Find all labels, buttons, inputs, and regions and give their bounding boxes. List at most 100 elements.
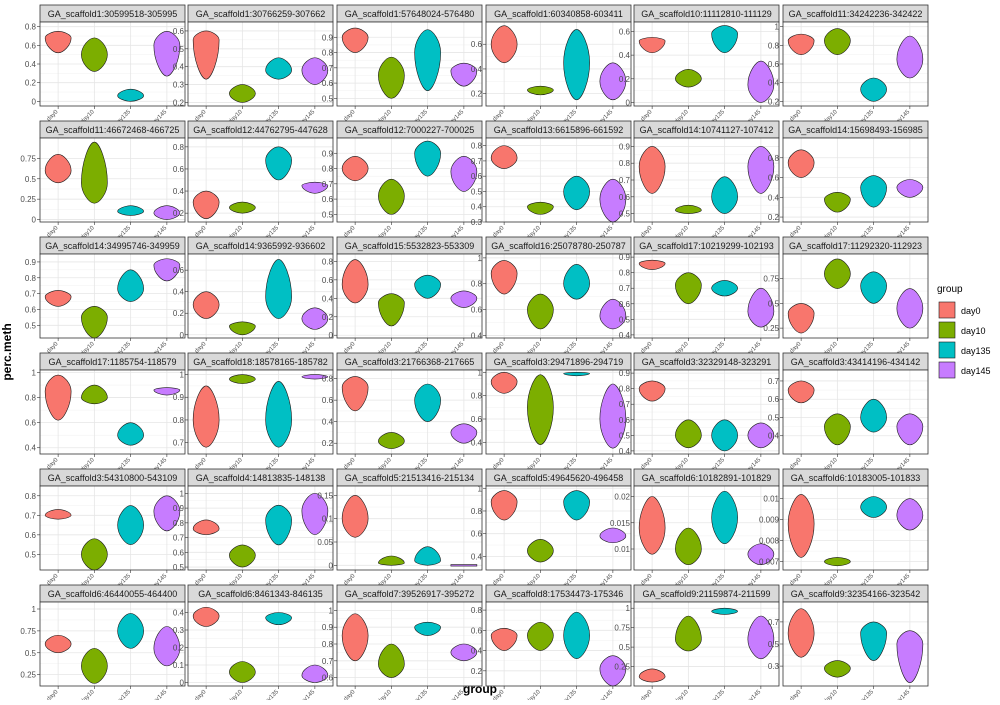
y-tick-label: 0.2	[173, 644, 185, 653]
y-tick-label: 0.3	[768, 662, 780, 671]
x-tick-label: day0	[640, 341, 654, 355]
panel-border	[633, 21, 780, 107]
x-tick-label: day145	[893, 689, 912, 700]
y-tick-label: 0.5	[25, 175, 37, 184]
y-tick-label: 0.6	[471, 172, 483, 181]
y-tick-label: 0.4	[173, 288, 185, 297]
facet-strip-title: GA_scaffold7:39526917-395272	[345, 589, 474, 599]
violin-day135	[860, 621, 887, 661]
legend-label: day0	[961, 306, 981, 316]
facet-strip-title: GA_scaffold12:7000227-700025	[345, 125, 474, 135]
legend-key-day10	[938, 321, 956, 339]
panel-border	[782, 137, 929, 223]
facet-strip-title: GA_scaffold17:1185754-118579	[48, 357, 176, 367]
violin-day145	[450, 156, 478, 192]
y-tick-label: 0.7	[322, 180, 334, 189]
x-tick-label: day0	[46, 225, 60, 239]
violin-day0	[44, 290, 72, 307]
violin-day145	[153, 387, 181, 396]
y-tick-label: 0.9	[322, 33, 334, 42]
y-tick-label: 0.6	[619, 27, 631, 36]
facet-panel: GA_scaffold6:10183005-101833 0.007 0.008 0.…	[759, 468, 929, 591]
y-axis-title: perc.meth	[0, 323, 14, 380]
y-tick-label: 0.6	[322, 79, 334, 88]
x-tick-label: day0	[343, 341, 357, 355]
violin-day10	[527, 85, 554, 96]
panel-border	[633, 485, 780, 571]
facet-panel: GA_scaffold15:5532823-553309 0 0.2 0.4 0.6 0.…	[322, 236, 483, 359]
violin-day145	[599, 383, 627, 449]
violin-day145	[747, 287, 775, 328]
violin-day135	[117, 88, 144, 102]
facet-strip-title: GA_scaffold14:15698493-156985	[788, 125, 922, 135]
violin-day145	[450, 290, 478, 308]
y-tick-label: 0.5	[768, 640, 780, 649]
y-tick-label: 0.3	[471, 218, 483, 227]
violin-day0	[490, 145, 518, 169]
violin-day10	[675, 69, 702, 88]
panel-border	[187, 137, 334, 223]
x-tick-label: day145	[298, 689, 317, 700]
violin-day10	[378, 293, 405, 327]
legend-key-day0	[938, 301, 956, 319]
y-tick-label: 1	[329, 606, 334, 615]
x-tick-label: day0	[492, 457, 506, 471]
y-tick-label: 0.1	[173, 661, 185, 670]
violin-day135	[860, 496, 887, 518]
y-tick-label: 0.5	[619, 643, 631, 652]
y-tick-label: 0.7	[25, 511, 37, 520]
violin-day0	[192, 30, 220, 80]
y-tick-label: 1	[180, 371, 185, 380]
x-tick-label: day0	[194, 109, 208, 123]
y-tick-label: 0.4	[25, 444, 37, 453]
y-tick-label: 0	[180, 679, 185, 688]
facet-strip-title: GA_scaffold9:21159874-211599	[642, 589, 770, 599]
facet-panel: GA_scaffold3:32329148-323291 0.4 0.5 0.6 0.7…	[619, 352, 780, 475]
y-tick-label: 0.6	[471, 530, 483, 539]
facet-panel: GA_scaffold1:30599518-305995 0 0.2 0.4 0.6 0.…	[25, 4, 186, 127]
facet-strip-title: GA_scaffold17:11292320-112923	[789, 241, 922, 251]
y-tick-label: 0.7	[173, 534, 185, 543]
y-tick-label: 0.4	[619, 331, 631, 340]
violin-day0	[341, 156, 369, 182]
x-tick-label: day0	[492, 109, 506, 123]
violin-day145	[896, 288, 924, 329]
y-tick-label: 0.015	[610, 519, 631, 528]
violin-day135	[265, 57, 292, 80]
facet-strip-title: GA_scaffold1:30766259-307662	[196, 9, 325, 19]
x-tick-label: day10	[823, 689, 839, 700]
x-tick-label: day0	[194, 457, 208, 471]
facet-panel: GA_scaffold17:11292320-112923 0.25 0.5 0.75…	[763, 236, 929, 359]
violin-day10	[378, 178, 405, 215]
violin-day0	[787, 608, 815, 658]
x-tick-label: day0	[789, 109, 803, 123]
x-tick-label: day0	[343, 457, 357, 471]
y-tick-label: 0	[32, 97, 37, 106]
x-tick-label: day0	[640, 109, 654, 123]
facet-panel: GA_scaffold11:46672468-466725 0 0.25 0.5 0.7…	[20, 120, 186, 243]
x-tick-label: day0	[640, 573, 654, 587]
y-tick-label: 0.2	[322, 313, 334, 322]
panel-border	[39, 253, 186, 339]
x-tick-label: day0	[789, 341, 803, 355]
violin-day0	[44, 509, 72, 520]
y-tick-label: 0.7	[768, 377, 780, 386]
y-tick-label: 0	[626, 98, 631, 107]
panel-border	[336, 485, 483, 571]
facet-strip-title: GA_scaffold16:25078780-250787	[491, 241, 625, 251]
panel-border	[336, 137, 483, 223]
y-tick-label: 1	[180, 489, 185, 498]
y-tick-label: 1	[626, 604, 631, 613]
x-tick-label: day0	[789, 573, 803, 587]
y-tick-label: 0.02	[614, 493, 630, 502]
violin-day135	[414, 29, 441, 92]
y-tick-label: 0.9	[322, 623, 334, 632]
violin-day135	[265, 259, 292, 319]
x-tick-label: day0	[343, 109, 357, 123]
y-tick-label: 1	[478, 368, 483, 377]
violin-day135	[711, 25, 738, 54]
violin-day10	[229, 84, 256, 103]
violin-day145	[153, 258, 181, 282]
violin-day10	[824, 258, 851, 289]
violin-day135	[414, 140, 441, 177]
